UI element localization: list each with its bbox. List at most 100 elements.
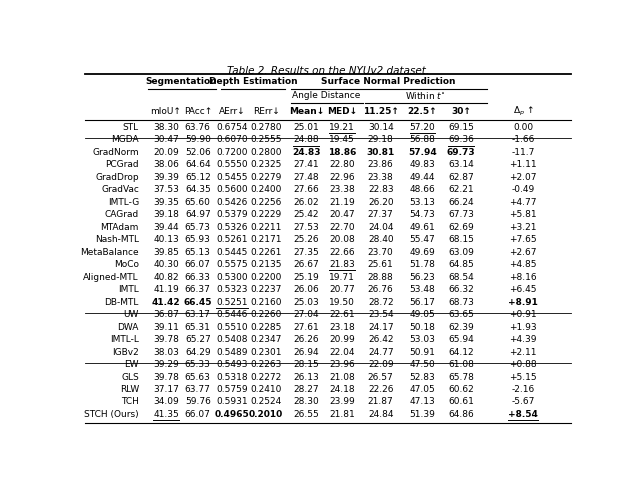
Text: Aligned-MTL: Aligned-MTL (83, 273, 139, 282)
Text: +2.67: +2.67 (509, 248, 537, 257)
Text: 25.03: 25.03 (293, 298, 319, 307)
Text: +4.85: +4.85 (509, 260, 537, 269)
Text: 68.54: 68.54 (449, 273, 474, 282)
Text: 0.4965: 0.4965 (214, 410, 249, 419)
Text: +2.11: +2.11 (509, 348, 537, 357)
Text: Nash-MTL: Nash-MTL (95, 235, 139, 245)
Text: RErr↓: RErr↓ (253, 107, 280, 116)
Text: 68.15: 68.15 (449, 235, 474, 245)
Text: UW: UW (124, 310, 139, 319)
Text: 20.77: 20.77 (329, 285, 355, 294)
Text: 50.18: 50.18 (410, 323, 435, 332)
Text: IMTL-L: IMTL-L (110, 335, 139, 344)
Text: 26.57: 26.57 (368, 373, 394, 381)
Text: 39.85: 39.85 (153, 248, 179, 257)
Text: 24.17: 24.17 (368, 323, 394, 332)
Text: 65.12: 65.12 (185, 173, 211, 182)
Text: +7.65: +7.65 (509, 235, 537, 245)
Text: 0.5426: 0.5426 (216, 198, 248, 207)
Text: -11.7: -11.7 (511, 148, 535, 157)
Text: 0.2171: 0.2171 (250, 235, 282, 245)
Text: 20.09: 20.09 (153, 148, 179, 157)
Text: DB-MTL: DB-MTL (104, 298, 139, 307)
Text: 22.80: 22.80 (329, 160, 355, 169)
Text: IMTL: IMTL (118, 285, 139, 294)
Text: 41.35: 41.35 (153, 410, 179, 419)
Text: 57.20: 57.20 (410, 123, 435, 132)
Text: +0.88: +0.88 (509, 360, 537, 369)
Text: +4.39: +4.39 (509, 335, 537, 344)
Text: 0.00: 0.00 (513, 123, 533, 132)
Text: 0.6070: 0.6070 (216, 135, 248, 144)
Text: 23.99: 23.99 (329, 397, 355, 406)
Text: 0.5510: 0.5510 (216, 323, 248, 332)
Text: 0.5323: 0.5323 (216, 285, 248, 294)
Text: 28.15: 28.15 (293, 360, 319, 369)
Text: 63.77: 63.77 (185, 385, 211, 394)
Text: 0.5600: 0.5600 (216, 185, 248, 194)
Text: 62.21: 62.21 (449, 185, 474, 194)
Text: 47.05: 47.05 (410, 385, 435, 394)
Text: 69.15: 69.15 (449, 123, 474, 132)
Text: 22.70: 22.70 (329, 223, 355, 232)
Text: 39.29: 39.29 (153, 360, 179, 369)
Text: 27.37: 27.37 (368, 210, 394, 219)
Text: 65.73: 65.73 (185, 223, 211, 232)
Text: 26.67: 26.67 (293, 260, 319, 269)
Text: 0.2256: 0.2256 (250, 198, 282, 207)
Text: 0.2200: 0.2200 (250, 273, 282, 282)
Text: 65.93: 65.93 (185, 235, 211, 245)
Text: 64.29: 64.29 (185, 348, 211, 357)
Text: +8.54: +8.54 (508, 410, 538, 419)
Text: 23.70: 23.70 (368, 248, 394, 257)
Text: 28.27: 28.27 (294, 385, 319, 394)
Text: 68.73: 68.73 (449, 298, 474, 307)
Text: -1.66: -1.66 (511, 135, 535, 144)
Text: 65.60: 65.60 (185, 198, 211, 207)
Text: 19.71: 19.71 (329, 273, 355, 282)
Text: 47.50: 47.50 (410, 360, 435, 369)
Text: 0.5759: 0.5759 (216, 385, 248, 394)
Text: 65.27: 65.27 (185, 335, 211, 344)
Text: 0.5408: 0.5408 (216, 335, 248, 344)
Text: 24.04: 24.04 (368, 223, 394, 232)
Text: 22.26: 22.26 (368, 385, 394, 394)
Text: +5.15: +5.15 (509, 373, 537, 381)
Text: 63.17: 63.17 (185, 310, 211, 319)
Text: 25.61: 25.61 (368, 260, 394, 269)
Text: +8.16: +8.16 (509, 273, 537, 282)
Text: 0.2279: 0.2279 (250, 173, 282, 182)
Text: 65.94: 65.94 (449, 335, 474, 344)
Text: 19.50: 19.50 (329, 298, 355, 307)
Text: 0.2780: 0.2780 (250, 123, 282, 132)
Text: 0.5455: 0.5455 (216, 173, 248, 182)
Text: 22.09: 22.09 (368, 360, 394, 369)
Text: 26.76: 26.76 (368, 285, 394, 294)
Text: 36.87: 36.87 (153, 310, 179, 319)
Text: 19.21: 19.21 (329, 123, 355, 132)
Text: 66.33: 66.33 (185, 273, 211, 282)
Text: 28.88: 28.88 (368, 273, 394, 282)
Text: 23.54: 23.54 (368, 310, 394, 319)
Text: 0.5300: 0.5300 (216, 273, 248, 282)
Text: 24.83: 24.83 (292, 148, 321, 157)
Text: 23.38: 23.38 (368, 173, 394, 182)
Text: 0.2555: 0.2555 (250, 135, 282, 144)
Text: 52.06: 52.06 (185, 148, 211, 157)
Text: 39.35: 39.35 (153, 198, 179, 207)
Text: 0.2410: 0.2410 (250, 385, 282, 394)
Text: 66.07: 66.07 (185, 260, 211, 269)
Text: 30.47: 30.47 (153, 135, 179, 144)
Text: Surface Normal Prediction: Surface Normal Prediction (321, 77, 456, 86)
Text: 30.14: 30.14 (368, 123, 394, 132)
Text: +6.45: +6.45 (509, 285, 537, 294)
Text: TCH: TCH (121, 397, 139, 406)
Text: 54.73: 54.73 (410, 210, 435, 219)
Text: 65.78: 65.78 (449, 373, 474, 381)
Text: 40.30: 40.30 (153, 260, 179, 269)
Text: 0.2524: 0.2524 (250, 397, 282, 406)
Text: 0.5326: 0.5326 (216, 223, 248, 232)
Text: mIoU↑: mIoU↑ (150, 107, 182, 116)
Text: Mean↓: Mean↓ (289, 107, 324, 116)
Text: 56.88: 56.88 (410, 135, 435, 144)
